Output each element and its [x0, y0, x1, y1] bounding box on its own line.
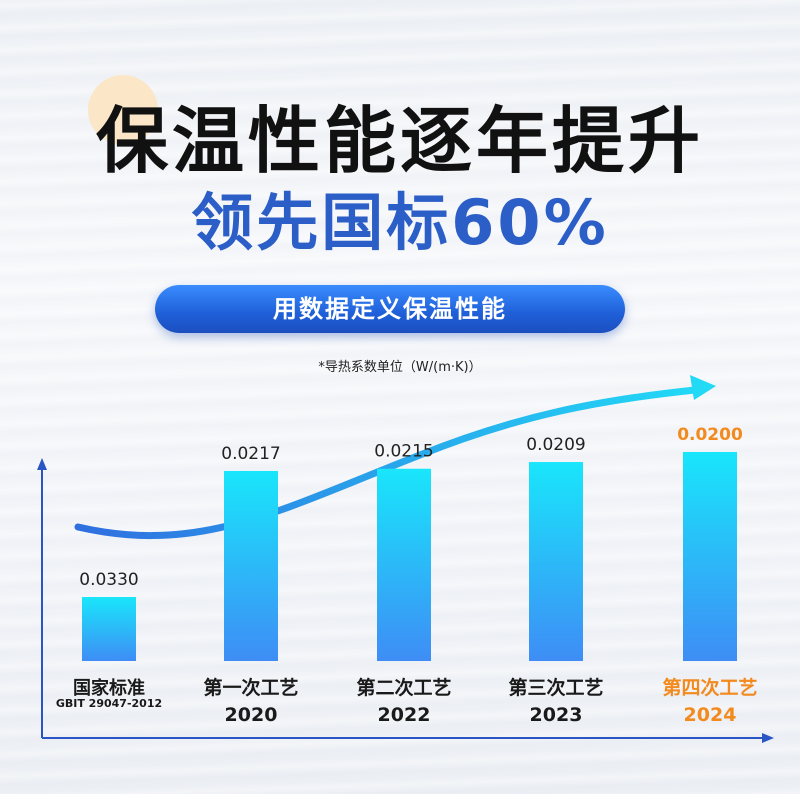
decorative-circle [88, 75, 158, 145]
value-label-2: 0.0215 [374, 442, 433, 462]
value-label-4: 0.0200 [677, 425, 743, 445]
bar-3 [529, 462, 583, 661]
category-label-4: 第四次工艺 [662, 676, 757, 699]
bar-0 [82, 597, 136, 661]
category-sublabel-2: 2022 [378, 704, 431, 726]
page-subtitle: 领先国标60% [191, 186, 609, 259]
category-label-1: 第一次工艺 [203, 676, 298, 699]
category-sublabel-3: 2023 [530, 704, 583, 726]
bar-4 [683, 452, 737, 661]
unit-note: *导热系数单位（W/(m·K)） [318, 360, 482, 375]
category-sublabel-0: GBIT 29047-2012 [56, 697, 162, 710]
x-axis-arrowhead [762, 733, 774, 743]
category-label-0: 国家标准 [73, 677, 145, 699]
category-label-3: 第三次工艺 [508, 676, 603, 699]
value-label-0: 0.0330 [79, 570, 138, 590]
trend-arrow-head [690, 375, 716, 400]
value-label-3: 0.0209 [526, 435, 585, 455]
category-label-2: 第二次工艺 [356, 676, 451, 699]
y-axis-arrowhead [37, 458, 47, 470]
section-pill-label: 用数据定义保温性能 [155, 285, 625, 333]
category-sublabel-4: 2024 [684, 704, 737, 726]
value-label-1: 0.0217 [221, 444, 280, 464]
page-title: 保温性能逐年提升 [95, 99, 704, 183]
bar-1 [224, 470, 278, 661]
category-sublabel-1: 2020 [225, 704, 278, 726]
bar-2 [377, 468, 431, 661]
trend-arrow-line [74, 386, 699, 540]
